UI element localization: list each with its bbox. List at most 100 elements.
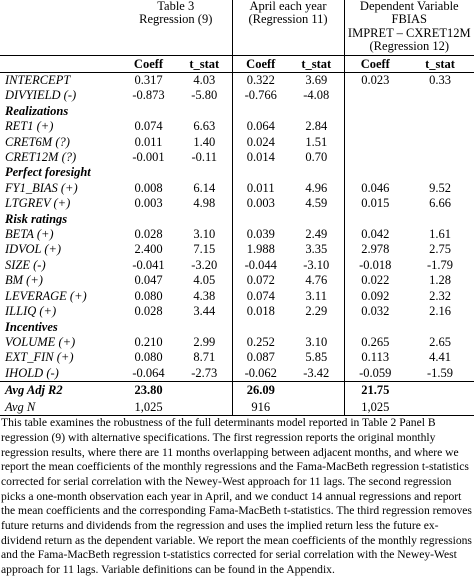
value-cell: 0.018 (231, 304, 289, 320)
data-row: VOLUME (+) 0.210 2.99 0.252 3.10 0.265 2.65 (0, 334, 474, 351)
value-cell: 1,025 (120, 399, 177, 417)
data-row: CRET12M (?) -0.001 -0.11 0.014 0.70 (0, 150, 474, 166)
value-cell: 0.032 (343, 304, 407, 320)
corner-cell (0, 0, 120, 56)
row-label: ILLIQ (+) (5, 304, 57, 319)
value-cell: -3.20 (191, 257, 218, 272)
group-header: April each year (Regression 11) (231, 0, 345, 56)
empty-cell (343, 165, 474, 181)
value-cell: 0.265 (343, 334, 407, 351)
value-cell: -0.059 (343, 365, 407, 382)
value-cell: 0.008 (134, 180, 163, 195)
value-cell: 2.49 (305, 227, 328, 242)
data-row: IHOLD (-) -0.064 -2.73 -0.062 -3.42 -0.059 -1.… (0, 365, 474, 382)
group-header-line: Regression (9) (139, 12, 213, 27)
data-row: LTGREV (+) 0.003 4.98 0.003 4.59 0.015 6.66 (0, 196, 474, 212)
empty-cell (120, 320, 232, 335)
column-header: Coeff (120, 55, 177, 73)
value-cell: 1.988 (231, 242, 289, 258)
section-row: Perfect foresight (0, 165, 474, 181)
value-cell: 4.96 (305, 180, 328, 195)
value-cell: 0.003 (134, 196, 163, 211)
value-cell: 0.042 (343, 227, 407, 243)
value-cell (343, 88, 407, 104)
value-cell: 1.28 (429, 273, 451, 288)
row-label: DIVYIELD (-) (5, 88, 77, 103)
group-header-line: IMPRET – CXRET12M (347, 25, 471, 40)
data-row: LEVERAGE (+) 0.080 4.38 0.074 3.11 0.092 2.32 (0, 288, 474, 305)
value-cell: 23.80 (120, 381, 177, 400)
group-header-row: Table 3 Regression (9) April each year (Reg… (0, 0, 474, 56)
value-cell: 0.080 (134, 350, 163, 365)
value-cell: 1,025 (343, 399, 407, 417)
row-label: INTERCEPT (5, 73, 71, 87)
value-cell: -3.42 (303, 365, 330, 380)
row-label: IHOLD (-) (5, 365, 59, 380)
row-label: CRET6M (?) (5, 134, 70, 149)
value-cell: -4.08 (303, 88, 330, 103)
row-label: LEVERAGE (+) (5, 288, 87, 303)
value-cell: -0.11 (191, 150, 218, 165)
section-label: Incentives (5, 319, 58, 334)
row-label: LTGREV (+) (5, 196, 71, 211)
empty-cell (231, 103, 345, 120)
value-cell: -2.73 (191, 365, 218, 380)
value-cell: -0.001 (132, 150, 165, 165)
results-table: Table 3 Regression (9) April each year (Reg… (0, 0, 474, 417)
value-cell: 0.092 (343, 288, 407, 305)
value-cell: 0.028 (134, 227, 163, 242)
value-cell: 2.400 (134, 242, 163, 257)
group-header-line: Dependent Variable (359, 0, 459, 13)
value-cell: -5.80 (191, 88, 218, 103)
column-header: t_stat (406, 55, 474, 73)
row-label: SIZE (-) (5, 257, 46, 272)
column-header: Coeff (343, 55, 407, 73)
value-cell: 2.32 (429, 288, 451, 303)
value-cell: 0.022 (343, 273, 407, 289)
value-cell: 3.44 (193, 304, 216, 319)
value-cell: 0.33 (429, 73, 451, 87)
column-header-row: Coeff t_stat Coeff t_stat Coeff t_stat (0, 55, 474, 73)
value-cell: 2.99 (193, 334, 216, 349)
value-cell: 0.064 (231, 119, 289, 135)
value-cell: 9.52 (429, 180, 451, 195)
section-label: Perfect foresight (5, 165, 91, 180)
empty-cell (343, 319, 474, 335)
column-header: Coeff (231, 55, 289, 73)
value-cell: 26.09 (231, 381, 289, 400)
value-cell: -3.10 (303, 257, 330, 272)
value-cell (177, 381, 232, 400)
value-cell: 5.85 (305, 350, 328, 365)
value-cell: -0.018 (343, 257, 407, 274)
value-cell: 0.087 (231, 350, 289, 366)
value-cell: -0.044 (231, 257, 289, 274)
group-header-line: (Regression 12) (369, 39, 450, 54)
empty-cell (231, 211, 345, 228)
value-cell (343, 119, 407, 135)
empty-cell (231, 165, 345, 181)
corner-cell (0, 55, 120, 73)
data-row: RET1 (+) 0.074 6.63 0.064 2.84 (0, 119, 474, 135)
group-header-line: (Regression 11) (248, 12, 328, 27)
row-label: EXT_FIN (+) (5, 350, 74, 365)
value-cell: -0.873 (132, 88, 165, 103)
value-cell: 0.70 (305, 150, 328, 165)
data-row: FY1_BIAS (+) 0.008 6.14 0.011 4.96 0.046 9.52 (0, 180, 474, 197)
row-label: VOLUME (+) (5, 334, 76, 349)
value-cell: 0.039 (231, 227, 289, 243)
row-label: Avg N (0, 399, 120, 417)
value-cell (289, 381, 345, 400)
empty-cell (343, 103, 474, 120)
value-cell: -1.59 (427, 365, 454, 380)
value-cell: 4.38 (193, 288, 216, 303)
value-cell: 0.074 (134, 119, 163, 134)
data-row: Avg Adj R2 23.80 26.09 21.75 (0, 381, 474, 400)
data-row: EXT_FIN (+) 0.080 8.71 0.087 5.85 0.113 4.41 (0, 350, 474, 366)
value-cell: 0.080 (134, 288, 163, 303)
value-cell: -0.766 (231, 88, 289, 104)
data-row: BETA (+) 0.028 3.10 0.039 2.49 0.042 1.61 (0, 227, 474, 243)
value-cell: 8.71 (193, 350, 216, 365)
data-row: IDVOL (+) 2.400 7.15 1.988 3.35 2.978 2.75 (0, 242, 474, 258)
value-cell: 0.011 (231, 180, 289, 197)
value-cell: 2.29 (305, 304, 328, 319)
